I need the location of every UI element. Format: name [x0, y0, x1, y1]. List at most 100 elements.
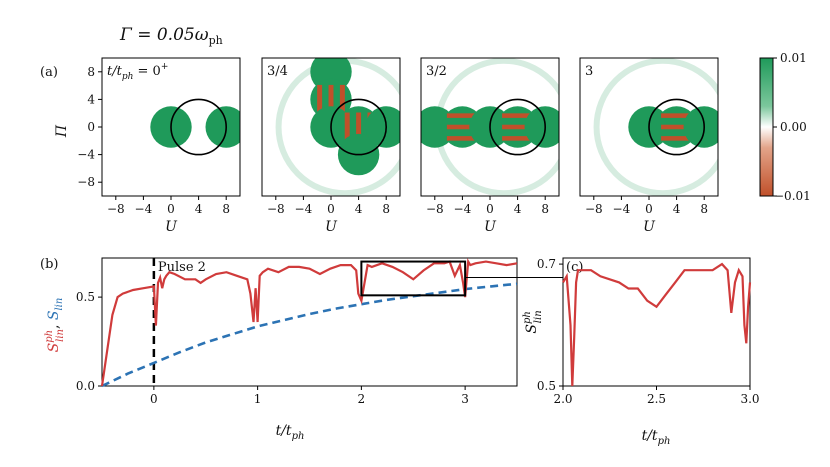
- x-tick-label: −4: [295, 202, 313, 216]
- x-tick-label: 8: [541, 202, 549, 216]
- interference-fringe: [317, 84, 323, 114]
- panel-label-a: (a): [40, 65, 58, 80]
- interference-fringe: [661, 136, 693, 141]
- colorbar-gradient: [759, 57, 774, 197]
- heatmap-xlabel: U: [484, 219, 497, 235]
- panel-b-ticks: 0 1 2 3 0.0 0.5: [76, 290, 469, 406]
- phase-space-circle: [489, 98, 546, 156]
- panel-c-ylabel: Sphlin: [522, 310, 544, 333]
- panel-b-xlabel: t/tph: [276, 423, 305, 442]
- x-tick-label: 0: [327, 202, 335, 216]
- series-s-lin: [101, 282, 518, 388]
- heatmap-panel-4: 3 −8 −4 0 4 8 U: [579, 57, 719, 235]
- x-tick-label: −4: [454, 202, 472, 216]
- heatmap-content: [580, 58, 718, 196]
- panel-c-xlabel: t/tph: [642, 428, 671, 447]
- interference-halo: [593, 58, 718, 196]
- panel-c-ticks: 2.0 2.5 3.0 0.7 0.5: [537, 257, 760, 406]
- subplot-label: 3/4: [267, 64, 288, 79]
- interference-fringe: [661, 113, 693, 118]
- y-tick-label: 0.5: [537, 379, 556, 393]
- colorbar: 0.01 0.00 −0.01: [759, 51, 811, 203]
- colorbar-tick-label-max: 0.01: [780, 51, 807, 65]
- zoom-box: [360, 260, 467, 297]
- subplot-label-main: t/t: [107, 64, 123, 79]
- heatmap-panels: t/tph = 0+ −8 −4 0 4 8 U 8 4 0 −4 −8 Π 3/4 −8 −4 0 4 8 U 3/2…: [54, 57, 719, 235]
- colorbar-tick-label-zero: 0.00: [780, 120, 807, 134]
- phase-space-circle: [170, 98, 228, 156]
- x-tick-label: 8: [382, 202, 390, 216]
- x-tick-label: 0: [150, 392, 158, 406]
- phase-space-circle: [330, 98, 388, 156]
- interference-fringe: [502, 136, 534, 141]
- colorbar-tick-label-min: −0.01: [774, 189, 811, 203]
- x-tick-label: 4: [195, 202, 203, 216]
- density-blob: [365, 106, 400, 148]
- density-blob: [524, 106, 559, 148]
- panel-c-chart: (c) 2.0 2.5 3.0 0.7 0.5 t/tph Sphlin: [522, 257, 760, 447]
- subplot-label-sup: +: [161, 62, 169, 72]
- density-blob: [205, 106, 240, 148]
- x-tick-label: 4: [673, 202, 681, 216]
- interference-fringe: [339, 84, 345, 114]
- subplot-label: 3/2: [426, 64, 447, 79]
- heatmap-content: [102, 58, 240, 196]
- y-tick-label: 0: [87, 120, 95, 134]
- x-tick-label: −8: [426, 202, 444, 216]
- x-tick-label: −8: [107, 202, 125, 216]
- interference-fringe: [446, 136, 478, 141]
- heatmap-xlabel: U: [643, 219, 656, 235]
- x-tick-label: 0: [645, 202, 653, 216]
- interference-fringe: [446, 113, 478, 118]
- x-tick-label: −4: [613, 202, 631, 216]
- heatmap-panel-2: 3/4 −8 −4 0 4 8 U: [261, 57, 401, 235]
- panel-b-chart: 0 1 2 3 0.0 0.5 Pulse 2 t/tph Sphlin, Slin: [44, 257, 518, 442]
- interference-fringe: [661, 124, 693, 130]
- interference-fringe: [502, 124, 534, 130]
- y-tick-label: −4: [77, 148, 95, 162]
- heatmap-xlabel: U: [325, 219, 338, 235]
- x-tick-label: 4: [355, 202, 363, 216]
- x-tick-label: 4: [514, 202, 522, 216]
- series-s-lin-ph: [100, 258, 518, 387]
- subplot-label: 3: [585, 64, 593, 79]
- y-tick-label: 0.7: [537, 257, 556, 271]
- x-tick-label: 3: [461, 392, 469, 406]
- phase-space-circle: [648, 98, 706, 156]
- x-tick-label: 1: [254, 392, 262, 406]
- panel-b-frame: [101, 257, 518, 387]
- panel-label-b: (b): [40, 257, 58, 272]
- panel-c-frame: [562, 257, 751, 387]
- x-tick-label: 0: [486, 202, 494, 216]
- y-tick-label: −8: [77, 175, 95, 189]
- subplot-label: t/tph = 0+: [107, 62, 168, 82]
- subplot-label-tail: = 0: [133, 64, 160, 79]
- x-tick-label: 2.5: [647, 392, 666, 406]
- x-tick-label: 2: [358, 392, 366, 406]
- x-tick-label: 0: [167, 202, 175, 216]
- heatmap-xlabel: U: [165, 219, 178, 235]
- heatmap-panel-1: t/tph = 0+ −8 −4 0 4 8 U 8 4 0 −4 −8 Π: [54, 57, 241, 235]
- x-tick-label: 8: [222, 202, 230, 216]
- x-tick-label: −4: [135, 202, 153, 216]
- x-tick-label: 3.0: [740, 392, 759, 406]
- x-tick-label: −8: [267, 202, 285, 216]
- density-blob: [683, 106, 718, 148]
- y-tick-label: 8: [87, 65, 95, 79]
- heatmap-ylabel: Π: [54, 124, 70, 138]
- panel-label-c: (c): [566, 260, 583, 275]
- figure-title: Γ = 0.05ωph: [119, 25, 223, 47]
- panel-b-ylabel: Sphlin, Slin: [44, 298, 66, 353]
- y-tick-label: 4: [87, 92, 95, 106]
- x-tick-label: 8: [700, 202, 708, 216]
- interference-fringe: [446, 124, 478, 130]
- interference-fringe: [356, 112, 362, 142]
- x-tick-label: −8: [585, 202, 603, 216]
- series-s-lin-ph-zoom: [562, 262, 752, 387]
- x-tick-label: 2.0: [553, 392, 572, 406]
- y-tick-label: 0.0: [76, 379, 95, 393]
- pulse-2-label: Pulse 2: [158, 260, 206, 275]
- subplot-label-sub: ph: [122, 72, 134, 82]
- interference-fringe: [344, 112, 350, 142]
